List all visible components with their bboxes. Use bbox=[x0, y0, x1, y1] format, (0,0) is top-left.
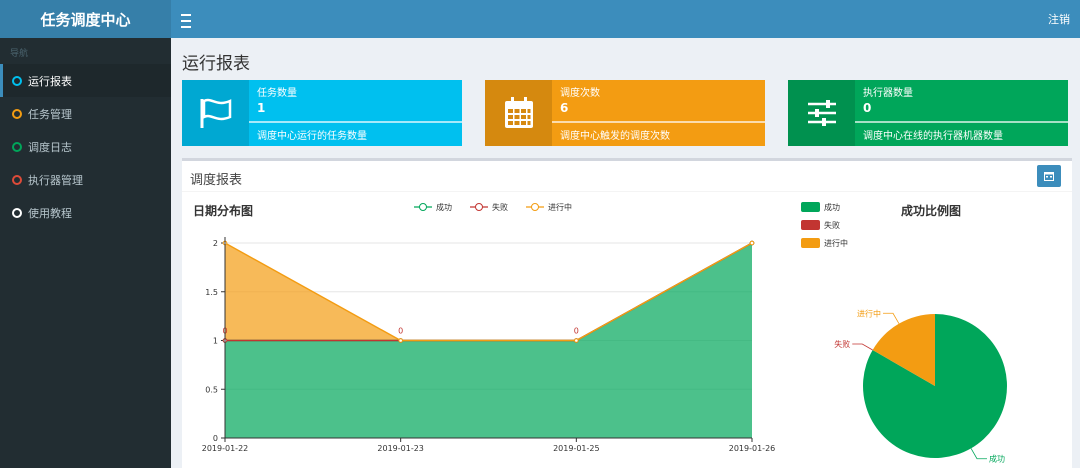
legend-marker bbox=[531, 203, 539, 211]
sidebar-item-jobs[interactable]: 任务管理 bbox=[0, 97, 171, 130]
y-tick-label: 0 bbox=[213, 434, 218, 443]
legend-item: 成功 bbox=[414, 202, 452, 212]
main-content: 运行报表 任务数量 1 调度中心运行的任务数量 bbox=[171, 38, 1080, 468]
flag-icon bbox=[182, 80, 249, 146]
chart-title: 成功比例图 bbox=[901, 203, 961, 218]
circle-icon bbox=[12, 108, 22, 119]
info-desc: 调度中心触发的调度次数 bbox=[560, 131, 670, 142]
legend-label: 进行中 bbox=[548, 202, 572, 212]
info-content: 任务数量 1 调度中心运行的任务数量 bbox=[249, 80, 462, 146]
chart-title: 日期分布图 bbox=[193, 203, 253, 218]
legend-marker bbox=[419, 203, 427, 211]
sidebar-item-executors[interactable]: 执行器管理 bbox=[0, 163, 171, 196]
info-label: 任务数量 bbox=[257, 88, 297, 99]
data-label: 0 bbox=[574, 327, 579, 336]
legend-item: 进行中 bbox=[526, 202, 572, 212]
circle-icon bbox=[12, 75, 22, 86]
date-range-button[interactable] bbox=[1037, 165, 1061, 187]
legend-swatch bbox=[801, 202, 820, 212]
data-point bbox=[749, 240, 755, 246]
legend-item: 失败 bbox=[470, 202, 508, 212]
label-line bbox=[883, 312, 900, 324]
circle-icon bbox=[12, 141, 22, 152]
x-tick-label: 2019-01-22 bbox=[202, 444, 249, 453]
circle-icon bbox=[12, 174, 22, 185]
legend-label: 失败 bbox=[824, 220, 840, 230]
sidebar-header: 导航 bbox=[10, 49, 29, 59]
legend-marker bbox=[475, 203, 483, 211]
info-box-jobs: 任务数量 1 调度中心运行的任务数量 bbox=[182, 80, 462, 146]
menu-toggle-icon[interactable] bbox=[181, 9, 195, 29]
legend-swatch bbox=[801, 238, 820, 248]
report-title: 调度报表 bbox=[190, 173, 243, 188]
pie-slice-进行中 bbox=[872, 314, 935, 386]
report-panel: 调度报表 日期分布图成功失败进行中00.511.5200002019-01-22… bbox=[182, 158, 1072, 468]
data-point bbox=[398, 338, 403, 343]
y-tick-label: 2 bbox=[213, 239, 218, 248]
sidebar-item-label: 调度日志 bbox=[28, 140, 72, 154]
sidebar-item-label: 任务管理 bbox=[28, 107, 72, 121]
legend-item: 进行中 bbox=[801, 238, 848, 248]
sidebar-item-report[interactable]: 运行报表 bbox=[0, 64, 171, 97]
info-label: 调度次数 bbox=[560, 88, 600, 99]
data-label: 0 bbox=[398, 327, 403, 336]
progress-bar bbox=[249, 121, 462, 123]
circle-icon bbox=[12, 207, 22, 218]
info-label: 执行器数量 bbox=[863, 88, 913, 99]
sidebar-item-label: 使用教程 bbox=[28, 206, 72, 220]
info-box-triggers: 调度次数 6 调度中心触发的调度次数 bbox=[485, 80, 765, 146]
progress-bar bbox=[552, 121, 765, 123]
legend-label: 成功 bbox=[436, 202, 452, 212]
x-tick-label: 2019-01-23 bbox=[377, 444, 424, 453]
legend-item: 成功 bbox=[801, 202, 840, 212]
legend-label: 成功 bbox=[824, 202, 840, 212]
slice-label: 进行中 bbox=[857, 308, 881, 318]
info-desc: 调度中心在线的执行器机器数量 bbox=[863, 131, 1003, 142]
progress-bar bbox=[855, 121, 1068, 123]
info-content: 执行器数量 0 调度中心在线的执行器机器数量 bbox=[855, 80, 1068, 146]
label-line bbox=[970, 448, 987, 460]
calendar-icon bbox=[485, 80, 552, 146]
y-tick-label: 1 bbox=[213, 337, 218, 346]
line-chart: 日期分布图成功失败进行中00.511.5200002019-01-222019-… bbox=[193, 202, 776, 453]
legend-label: 进行中 bbox=[824, 238, 848, 248]
page-title: 运行报表 bbox=[182, 54, 250, 74]
legend-swatch bbox=[801, 220, 820, 230]
x-tick-label: 2019-01-26 bbox=[729, 444, 776, 453]
brand-logo[interactable]: 任务调度中心 bbox=[0, 0, 171, 38]
calendar-icon bbox=[1044, 172, 1054, 181]
x-tick-label: 2019-01-25 bbox=[553, 444, 600, 453]
sidebar-item-logs[interactable]: 调度日志 bbox=[0, 130, 171, 163]
sidebar-item-help[interactable]: 使用教程 bbox=[0, 196, 171, 229]
info-value: 0 bbox=[863, 101, 872, 115]
top-navbar: 注销 bbox=[171, 0, 1080, 38]
slice-label: 失败 bbox=[834, 339, 850, 349]
logout-link[interactable]: 注销 bbox=[1048, 13, 1070, 26]
legend-item: 失败 bbox=[801, 220, 840, 230]
y-tick-label: 1.5 bbox=[205, 288, 218, 297]
info-desc: 调度中心运行的任务数量 bbox=[257, 131, 367, 142]
data-point bbox=[574, 338, 579, 343]
sidebar-item-label: 运行报表 bbox=[28, 74, 72, 88]
info-content: 调度次数 6 调度中心触发的调度次数 bbox=[552, 80, 765, 146]
info-value: 1 bbox=[257, 101, 266, 115]
sidebar: 导航 运行报表 任务管理 调度日志 执行器管理 使用教程 bbox=[0, 38, 171, 468]
label-line bbox=[852, 343, 873, 351]
info-value: 6 bbox=[560, 101, 569, 115]
divider bbox=[182, 191, 1072, 192]
sidebar-item-label: 执行器管理 bbox=[28, 173, 83, 187]
legend-label: 失败 bbox=[492, 202, 508, 212]
sliders-icon bbox=[788, 80, 855, 146]
series-line-进行中 bbox=[224, 242, 753, 342]
slice-label: 成功 bbox=[989, 454, 1005, 464]
info-box-executors: 执行器数量 0 调度中心在线的执行器机器数量 bbox=[788, 80, 1068, 146]
y-tick-label: 0.5 bbox=[205, 385, 218, 394]
